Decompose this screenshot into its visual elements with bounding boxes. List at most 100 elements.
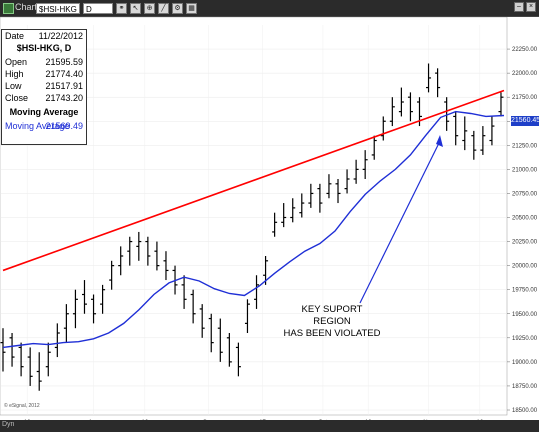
y-tick-label: 19250.00: [512, 336, 538, 342]
info-ma-title: Moving Average: [9, 107, 79, 117]
ohlc-bar: [407, 92, 413, 122]
info-date-row: Date 11/22/2012: [5, 31, 83, 41]
ohlc-bar: [353, 159, 359, 184]
ohlc-bar: [100, 284, 106, 314]
ohlc-bar: [498, 92, 504, 117]
ohlc-bar: [18, 342, 24, 377]
annotation-arrow: [359, 135, 443, 304]
ohlc-bar: [0, 328, 6, 372]
chart-toolbar: $HSI-HKG D ⚭ ↖ ⊕ ╱ ⚙ ▦: [36, 2, 197, 14]
ohlc-bar: [480, 126, 486, 155]
ohlc-bar: [199, 304, 205, 338]
ohlc-bar: [45, 342, 51, 377]
close-button[interactable]: ×: [526, 2, 536, 12]
ohlc-bar: [462, 116, 468, 151]
ohlc-bar: [109, 260, 115, 290]
status-bar: Dyn: [0, 420, 539, 432]
info-panel: Date 11/22/2012 $HSI-HKG, D Open 21595.5…: [1, 29, 87, 145]
ohlc-bar: [281, 203, 287, 228]
ohlc-bar: [389, 97, 395, 127]
ohlc-bar: [127, 236, 133, 266]
ohlc-bar: [36, 352, 42, 391]
ohlc-bar: [380, 116, 386, 141]
ohlc-bar: [27, 347, 33, 386]
info-date-label: Date: [5, 31, 25, 41]
ohlc-bar: [254, 275, 260, 309]
draw-icon[interactable]: ╱: [158, 2, 169, 14]
layout-icon[interactable]: ▦: [186, 2, 197, 14]
ohlc-bar: [362, 150, 368, 179]
status-label: Dyn: [2, 421, 15, 428]
ohlc-bar: [344, 169, 350, 194]
y-tick-label: 22000.00: [512, 71, 538, 77]
ohlc-bar: [489, 116, 495, 146]
y-tick-label: 19750.00: [512, 288, 538, 294]
info-date-value: 11/22/2012: [38, 31, 83, 41]
ohlc-bar: [154, 241, 160, 271]
ohlc-bar: [244, 299, 250, 333]
ohlc-bar: [317, 183, 323, 213]
y-tick-label: 22250.00: [512, 47, 538, 53]
copyright-text: © eSignal, 2012: [4, 402, 40, 409]
ohlc-bar: [444, 97, 450, 131]
info-close-row: Close 21743.20: [5, 93, 83, 103]
info-close-label: Close: [5, 93, 29, 103]
interval-input[interactable]: D: [83, 2, 113, 14]
ohlc-bar: [136, 231, 142, 261]
y-tick-label: 19000.00: [512, 360, 538, 366]
trendline: [2, 89, 505, 272]
minimize-button[interactable]: –: [514, 2, 524, 12]
info-open-value: 21595.59: [45, 57, 83, 67]
price-bars: [0, 63, 504, 391]
ohlc-bar: [453, 111, 459, 146]
ohlc-bar: [91, 294, 97, 324]
ohlc-bar: [190, 289, 196, 324]
window-titlebar: Chart $HSI-HKG D ⚭ ↖ ⊕ ╱ ⚙ ▦ – ×: [0, 0, 539, 17]
ohlc-bar: [163, 251, 169, 281]
ohlc-bar: [217, 318, 223, 362]
info-ma-value: 21569.49: [45, 121, 83, 131]
ohlc-bar: [398, 87, 404, 117]
info-low-value: 21517.91: [45, 81, 83, 91]
link-icon[interactable]: ⚭: [116, 2, 127, 14]
info-high-value: 21774.40: [45, 69, 83, 79]
symbol-input[interactable]: $HSI-HKG: [36, 2, 80, 14]
ohlc-bar: [272, 212, 278, 237]
info-open-row: Open 21595.59: [5, 57, 83, 67]
ohlc-bar: [72, 289, 78, 329]
info-close-value: 21743.20: [45, 93, 83, 103]
zoom-icon[interactable]: ⊕: [144, 2, 155, 14]
ohlc-bar: [54, 323, 60, 358]
ohlc-bar: [118, 246, 124, 276]
ohlc-bar: [326, 174, 332, 199]
info-symbol: $HSI-HKG, D: [16, 43, 72, 53]
info-low-row: Low 21517.91: [5, 81, 83, 91]
chart-app-icon: [3, 3, 14, 14]
y-tick-label: 20000.00: [512, 264, 538, 270]
ohlc-bar: [226, 333, 232, 367]
y-tick-label: 21000.00: [512, 167, 538, 173]
y-tick-label: 18500.00: [512, 408, 538, 414]
ohlc-bar: [235, 342, 241, 377]
ohlc-bar: [181, 275, 187, 309]
settings-icon[interactable]: ⚙: [172, 2, 183, 14]
ohlc-bar: [145, 236, 151, 266]
y-tick-label: 20750.00: [512, 191, 538, 197]
arrow-head: [436, 135, 443, 147]
ohlc-bar: [471, 130, 477, 160]
ohlc-bar: [290, 198, 296, 223]
cursor-icon[interactable]: ↖: [130, 2, 141, 14]
moving-average-line: [2, 110, 505, 349]
annotation-line-2: HAS BEEN VIOLATED: [283, 328, 381, 339]
ohlc-bar: [308, 183, 314, 208]
annotation-text: KEY SUPORT REGION HAS BEEN VIOLATED: [282, 304, 382, 340]
info-ma-label: Moving Average: [5, 121, 70, 131]
last-price-tag: 21560.45: [511, 116, 539, 126]
ohlc-bar: [208, 313, 214, 353]
ohlc-bar: [9, 333, 15, 367]
annotation-line-1: KEY SUPORT REGION: [301, 304, 363, 327]
info-high-row: High 21774.40: [5, 69, 83, 79]
arrow-shaft: [359, 140, 441, 304]
window-title: Chart: [15, 2, 38, 12]
ohlc-bar: [63, 304, 69, 343]
